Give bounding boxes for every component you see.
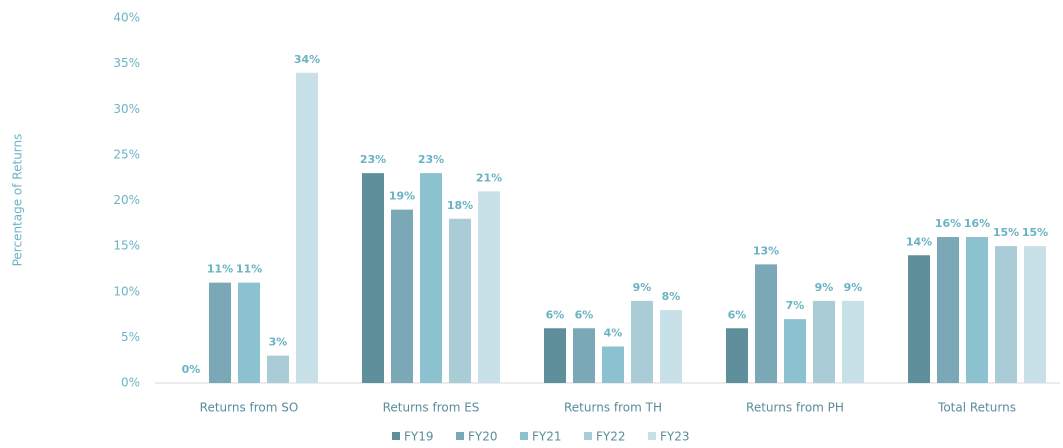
bar [238,282,260,383]
value-label: 6% [575,308,594,321]
y-tick-label: 0% [121,376,140,390]
legend-swatch [520,432,528,440]
value-label: 6% [546,308,565,321]
value-label: 0% [182,363,201,376]
y-tick-label: 35% [113,56,140,70]
legend-swatch [456,432,464,440]
bar [995,246,1017,383]
y-tick-label: 20% [113,193,140,207]
x-tick-label: Total Returns [937,401,1016,415]
bar [813,300,835,383]
y-axis-label: Percentage of Returns [11,134,25,267]
bar [660,310,682,383]
legend-label: FY21 [532,430,562,444]
bar [209,282,231,383]
bar [937,237,959,383]
value-label: 8% [662,290,681,303]
x-tick-label: Returns from SO [200,401,299,415]
bar [544,328,566,383]
legend-label: FY19 [404,430,434,444]
value-label: 4% [604,327,623,340]
bar [391,209,413,383]
bar [908,255,930,383]
value-label: 21% [476,171,502,184]
value-label: 19% [389,190,415,203]
bar [573,328,595,383]
value-label: 13% [753,244,779,257]
y-tick-label: 30% [113,102,140,116]
y-tick-label: 25% [113,147,140,161]
bar [602,346,624,383]
bar [420,173,442,383]
value-label: 9% [633,281,652,294]
value-label: 14% [906,235,932,248]
value-label: 15% [993,226,1019,239]
bar [726,328,748,383]
x-tick-label: Returns from ES [383,401,480,415]
value-label: 6% [728,308,747,321]
value-label: 9% [844,281,863,294]
y-tick-label: 40% [113,11,140,25]
bar [478,191,500,383]
y-tick-label: 10% [113,284,140,298]
value-label: 9% [815,281,834,294]
bar [755,264,777,383]
value-label: 11% [236,263,262,276]
legend-label: FY22 [596,430,626,444]
legend-swatch [584,432,592,440]
value-label: 16% [935,217,961,230]
bar [449,218,471,383]
value-label: 3% [269,336,288,349]
bar [362,173,384,383]
legend-label: FY20 [468,430,498,444]
x-tick-label: Returns from TH [564,401,662,415]
y-tick-label: 15% [113,239,140,253]
legend-swatch [648,432,656,440]
value-label: 11% [207,263,233,276]
legend-label: FY23 [660,430,690,444]
bar [842,300,864,383]
bar [784,319,806,383]
value-label: 34% [294,53,320,66]
value-label: 7% [786,299,805,312]
bar [631,300,653,383]
value-label: 15% [1022,226,1048,239]
x-tick-label: Returns from PH [746,401,844,415]
legend-swatch [392,432,400,440]
bar [1024,246,1046,383]
value-label: 16% [964,217,990,230]
bar [296,72,318,383]
value-label: 23% [360,153,386,166]
value-label: 18% [447,199,473,212]
bar [966,237,988,383]
y-tick-label: 5% [121,330,140,344]
value-label: 23% [418,153,444,166]
bar [267,355,289,383]
